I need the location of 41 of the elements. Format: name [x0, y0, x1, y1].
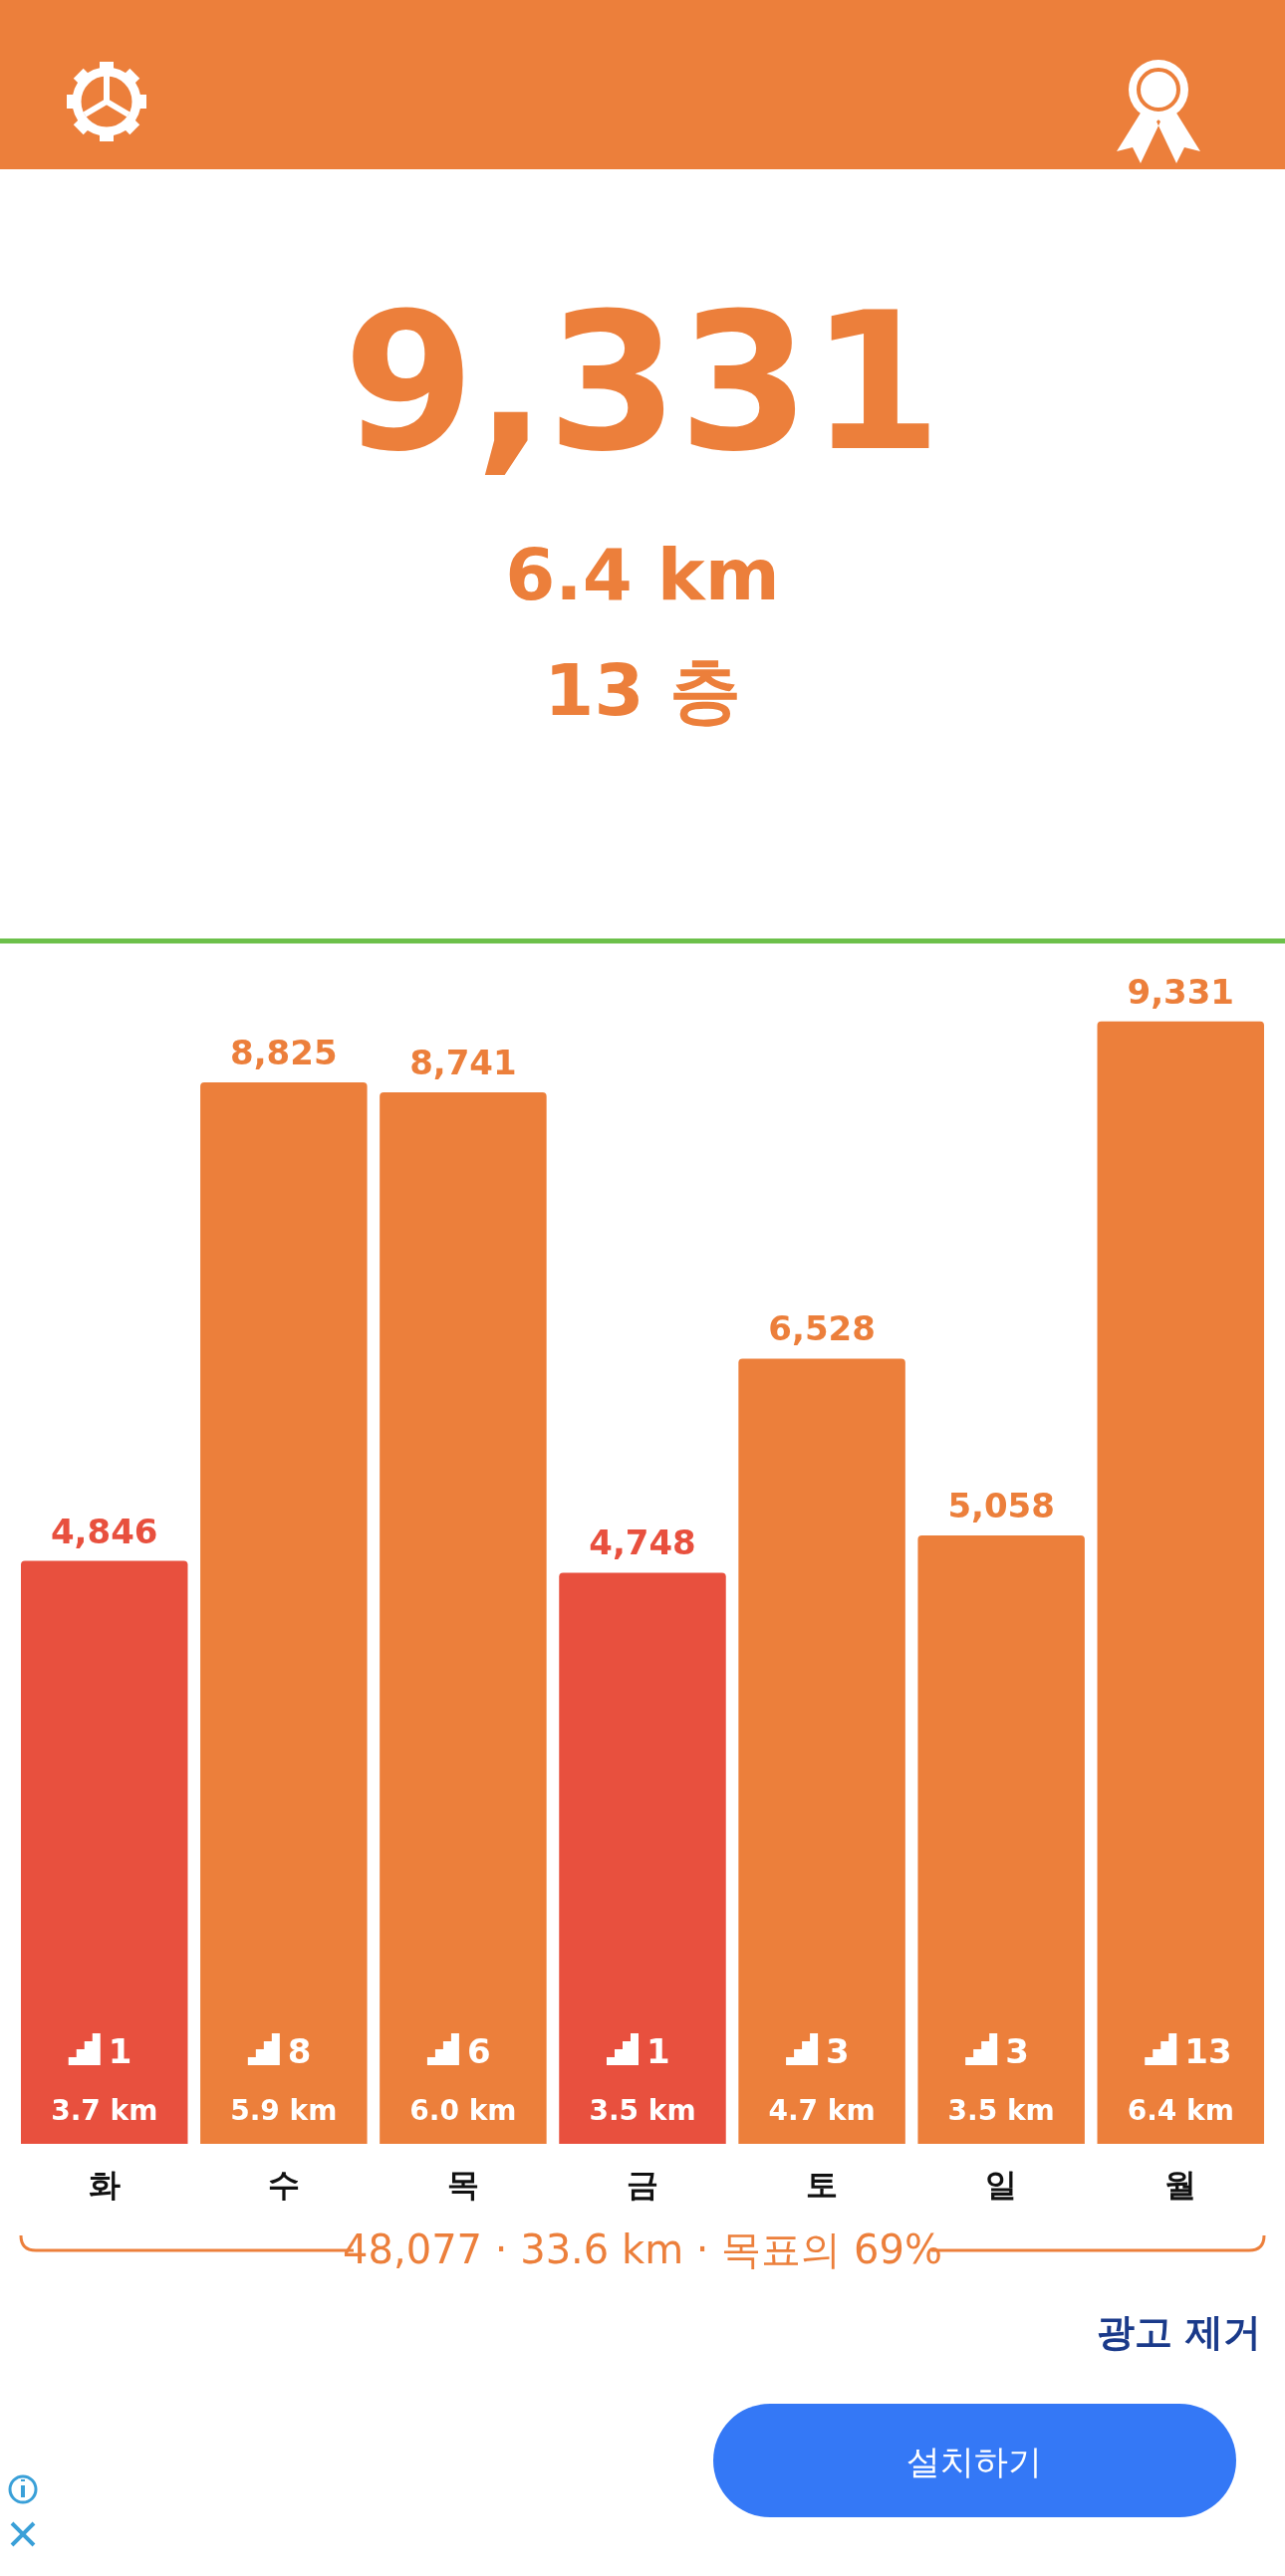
- bar: [559, 1572, 726, 2144]
- data-label: 4,846: [50, 1511, 158, 1551]
- x-tick-label: 목: [446, 2166, 479, 2204]
- bar: [917, 1534, 1085, 2144]
- x-tick-label: 토: [806, 2166, 839, 2204]
- x-tick-label: 수: [267, 2166, 300, 2204]
- x-tick-label: 월: [1164, 2166, 1197, 2204]
- annotation: 3: [1005, 2031, 1029, 2071]
- bar: [200, 1081, 368, 2144]
- data-label: 6,528: [768, 1308, 876, 1349]
- annotation: 3.5 km: [947, 2094, 1055, 2127]
- annotation: 6.4 km: [1127, 2094, 1234, 2127]
- text: 48,077 · 33.6 km · 목표의 69%: [343, 2226, 942, 2272]
- bar: [21, 1560, 188, 2144]
- annotation: 1: [108, 2031, 132, 2071]
- x-tick-label: 금: [627, 2166, 658, 2204]
- chart-title: 9,331: [343, 273, 942, 493]
- text: 광고 제거: [1096, 2310, 1261, 2354]
- annotation: 8: [287, 2031, 312, 2071]
- data-label: 8,825: [230, 1032, 338, 1072]
- bar: [380, 1092, 547, 2144]
- annotation: 1: [646, 2031, 670, 2071]
- annotation: 5.9 km: [230, 2094, 338, 2127]
- bar: [1097, 1021, 1264, 2144]
- data-label: 4,748: [589, 1522, 696, 1563]
- data-label: 8,741: [409, 1043, 517, 1083]
- annotation: 3.5 km: [589, 2094, 696, 2127]
- text: 설치하기: [906, 2442, 1042, 2481]
- annotation: 3: [826, 2031, 850, 2071]
- data-label: 9,331: [1127, 971, 1235, 1012]
- annotation: 6.0 km: [409, 2094, 517, 2127]
- annotation: 6: [466, 2031, 491, 2071]
- x-tick-label: 화: [88, 2166, 121, 2204]
- x-tick-label: 일: [985, 2166, 1018, 2204]
- text: 13 층: [544, 648, 741, 732]
- annotation: 13: [1184, 2031, 1232, 2071]
- annotation: 3.7 km: [51, 2094, 158, 2127]
- data-label: 5,058: [947, 1485, 1055, 1525]
- bar: [738, 1358, 905, 2144]
- chart-subtitle: 6.4 km: [505, 533, 780, 616]
- annotation: 4.7 km: [768, 2094, 876, 2127]
